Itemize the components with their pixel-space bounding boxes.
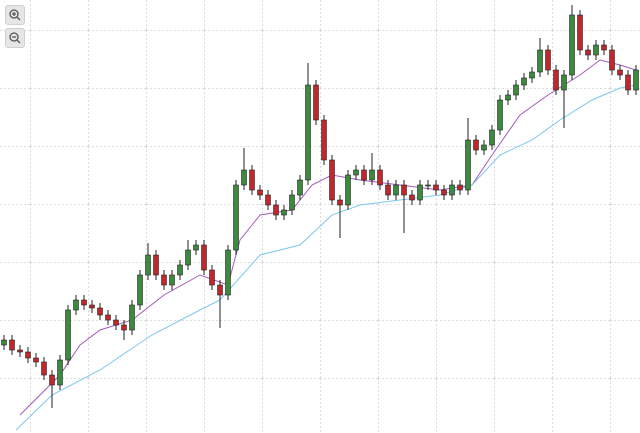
- candle-body: [377, 169, 383, 186]
- candle-body: [49, 374, 55, 386]
- candle-body: [9, 339, 15, 351]
- candle-body: [33, 357, 39, 363]
- candle-body: [97, 307, 103, 316]
- candle-body: [585, 49, 591, 56]
- candle-body: [545, 49, 551, 71]
- candle-body: [209, 269, 215, 286]
- candle-body: [25, 351, 31, 359]
- candle-body: [337, 199, 343, 206]
- candle-body: [297, 179, 303, 196]
- candle-body: [537, 49, 543, 73]
- candle-body: [569, 14, 575, 76]
- candle-body: [609, 49, 615, 71]
- candle-body: [137, 274, 143, 306]
- candle-body: [321, 119, 327, 161]
- candle-body: [473, 139, 479, 151]
- candle-body: [201, 244, 207, 271]
- candle-body: [505, 94, 511, 101]
- candle-body: [313, 84, 319, 121]
- candle-body: [457, 184, 463, 191]
- zoom-out-button[interactable]: [5, 28, 25, 48]
- candle-body: [57, 359, 63, 386]
- candle-body: [561, 74, 567, 91]
- candle-body: [385, 184, 391, 196]
- candle-body: [625, 74, 631, 91]
- candle-body: [497, 99, 503, 131]
- candle-body: [233, 184, 239, 251]
- candle-body: [353, 169, 359, 176]
- candle-body: [17, 349, 23, 353]
- candle-body: [361, 169, 367, 181]
- candle-body: [393, 184, 399, 196]
- candle-body: [601, 44, 607, 51]
- candle-body: [633, 69, 639, 91]
- zoom-in-button[interactable]: [5, 5, 25, 25]
- candle-body: [273, 204, 279, 216]
- candle-body: [577, 14, 583, 51]
- candle-body: [289, 194, 295, 211]
- candle-body: [441, 189, 447, 196]
- candle-body: [105, 314, 111, 321]
- candle-body: [225, 249, 231, 296]
- candle-body: [73, 299, 79, 311]
- candle-body: [193, 244, 199, 251]
- candle-body: [281, 209, 287, 216]
- candle-body: [345, 174, 351, 206]
- candle-body: [217, 284, 223, 296]
- candle-body: [169, 274, 175, 286]
- candle-body: [305, 84, 311, 181]
- candle-body: [513, 84, 519, 96]
- candle-body: [481, 144, 487, 151]
- candle-body: [113, 319, 119, 326]
- candle-body: [529, 71, 535, 79]
- zoom-in-icon: [9, 9, 21, 21]
- candle-body: [65, 309, 71, 361]
- candle-body: [185, 249, 191, 266]
- candle-body: [89, 304, 95, 309]
- candle-body: [465, 139, 471, 191]
- candle-body: [449, 184, 455, 196]
- candle-body: [249, 169, 255, 191]
- moving-average-line: [15, 84, 637, 431]
- candle-body: [409, 194, 415, 201]
- candle-body: [553, 69, 559, 91]
- candle-body: [433, 184, 439, 191]
- candle-body: [401, 184, 407, 196]
- candle-body: [41, 361, 47, 376]
- moving-average-line: [19, 59, 637, 416]
- candle-body: [425, 184, 431, 187]
- candle-body: [265, 194, 271, 206]
- candle-body: [161, 274, 167, 286]
- candle-body: [521, 77, 527, 86]
- candle-body: [489, 129, 495, 146]
- candle-body: [241, 169, 247, 186]
- candle-body: [369, 169, 375, 181]
- candle-body: [417, 184, 423, 201]
- candle-body: [145, 254, 151, 276]
- candle-body: [153, 254, 159, 276]
- candle-body: [81, 299, 87, 306]
- candle-body: [257, 189, 263, 196]
- candle-body: [617, 69, 623, 76]
- candle-body: [329, 159, 335, 201]
- candle-body: [593, 44, 599, 56]
- candle-body: [1, 339, 7, 346]
- zoom-out-icon: [9, 32, 21, 44]
- candle-body: [177, 264, 183, 276]
- candle-body: [121, 324, 127, 331]
- candle-body: [129, 304, 135, 331]
